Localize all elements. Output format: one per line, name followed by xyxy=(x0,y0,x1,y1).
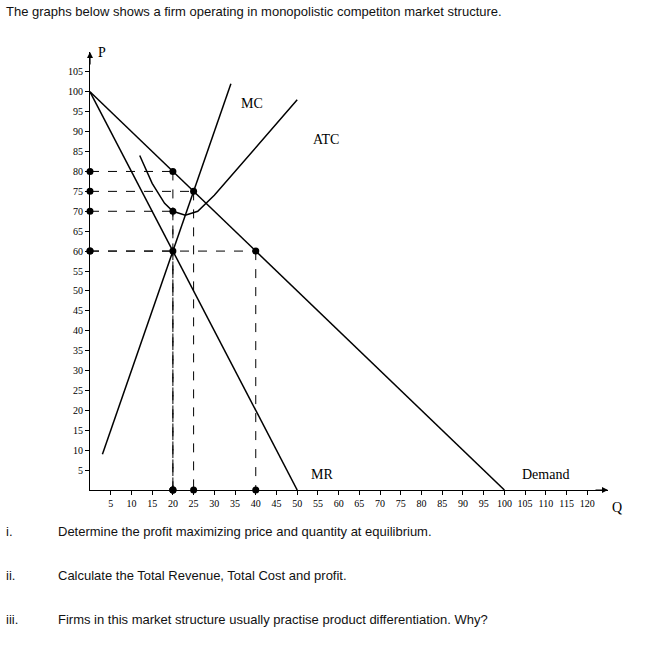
svg-text:40: 40 xyxy=(73,325,83,336)
svg-text:55: 55 xyxy=(313,498,323,509)
svg-text:120: 120 xyxy=(580,498,595,509)
svg-text:50: 50 xyxy=(73,285,83,296)
svg-text:110: 110 xyxy=(539,498,554,509)
svg-text:40: 40 xyxy=(251,498,261,509)
svg-text:75: 75 xyxy=(73,186,83,197)
svg-text:P: P xyxy=(98,45,106,60)
svg-text:15: 15 xyxy=(73,425,83,436)
html-text:Determine the profit maximizin: Determine the profit maximizing price an… xyxy=(58,524,432,539)
svg-text:45: 45 xyxy=(73,305,83,316)
html-text:Calculate the Total Revenue, T: Calculate the Total Revenue, Total Cost … xyxy=(58,568,347,583)
svg-text:90: 90 xyxy=(73,126,83,137)
svg-text:5: 5 xyxy=(108,498,113,509)
svg-text:45: 45 xyxy=(271,498,281,509)
svg-text:25: 25 xyxy=(73,385,83,396)
html-text:The graphs below shows a firm: The graphs below shows a firm operating … xyxy=(6,4,502,19)
svg-text:20: 20 xyxy=(168,498,178,509)
svg-text:85: 85 xyxy=(437,498,447,509)
svg-text:ATC: ATC xyxy=(313,132,339,147)
svg-text:70: 70 xyxy=(375,498,385,509)
svg-text:70: 70 xyxy=(73,206,83,217)
svg-text:80: 80 xyxy=(417,498,427,509)
svg-text:85: 85 xyxy=(73,146,83,157)
svg-text:50: 50 xyxy=(292,498,302,509)
html-text:Firms in this market structure: Firms in this market structure usually p… xyxy=(58,612,488,627)
svg-text:60: 60 xyxy=(334,498,344,509)
html-text:i.: i. xyxy=(6,524,13,539)
svg-text:MC: MC xyxy=(241,96,263,111)
svg-text:80: 80 xyxy=(73,166,83,177)
svg-text:Demand: Demand xyxy=(522,467,569,482)
svg-text:10: 10 xyxy=(126,498,136,509)
svg-text:90: 90 xyxy=(458,498,468,509)
svg-text:65: 65 xyxy=(73,226,83,237)
html-text:iii.: iii. xyxy=(6,612,19,627)
svg-text:25: 25 xyxy=(189,498,199,509)
html-text:ii.: ii. xyxy=(6,568,16,583)
svg-text:100: 100 xyxy=(497,498,512,509)
svg-text:95: 95 xyxy=(479,498,489,509)
svg-text:Q: Q xyxy=(612,500,622,515)
svg-text:10: 10 xyxy=(73,445,83,456)
svg-text:65: 65 xyxy=(354,498,364,509)
svg-text:75: 75 xyxy=(396,498,406,509)
svg-text:115: 115 xyxy=(559,498,574,509)
svg-text:100: 100 xyxy=(68,86,83,97)
svg-text:35: 35 xyxy=(230,498,240,509)
svg-text:95: 95 xyxy=(73,106,83,117)
svg-text:30: 30 xyxy=(73,365,83,376)
svg-text:105: 105 xyxy=(518,498,533,509)
svg-text:35: 35 xyxy=(73,345,83,356)
svg-text:MR: MR xyxy=(311,467,333,482)
svg-text:30: 30 xyxy=(209,498,219,509)
svg-text:55: 55 xyxy=(73,266,83,277)
svg-text:105: 105 xyxy=(68,66,83,77)
svg-text:60: 60 xyxy=(73,246,83,257)
svg-text:5: 5 xyxy=(78,465,83,476)
svg-text:15: 15 xyxy=(147,498,157,509)
svg-text:20: 20 xyxy=(73,405,83,416)
